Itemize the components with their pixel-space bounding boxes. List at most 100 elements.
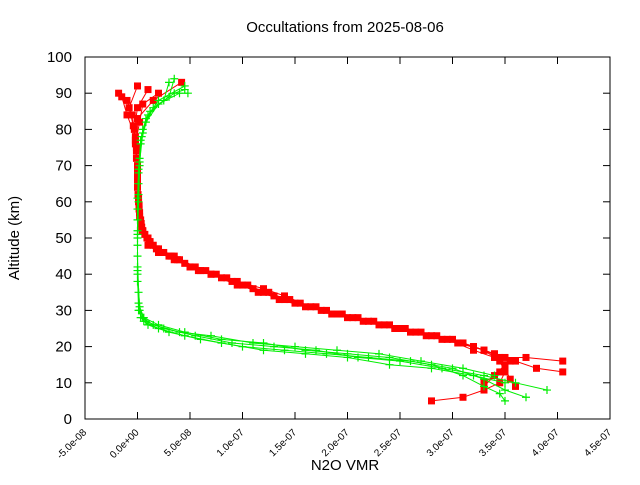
data-point-plus xyxy=(134,165,143,174)
data-point-square xyxy=(433,332,441,340)
data-point-square xyxy=(459,393,467,401)
data-point-square xyxy=(134,82,141,90)
data-point-square xyxy=(349,314,357,322)
data-point-square xyxy=(223,274,231,282)
data-point-plus xyxy=(207,331,215,340)
data-point-square xyxy=(449,335,456,343)
data-point-square xyxy=(123,111,131,119)
x-tick-label: 1.0e-07 xyxy=(215,427,247,459)
data-point-square xyxy=(186,263,194,271)
data-point-square xyxy=(286,296,294,304)
y-axis: 0 10 20 30 40 50 60 70 80 90 100 xyxy=(47,49,610,428)
plot-frame xyxy=(84,56,611,420)
data-point-plus xyxy=(217,335,226,344)
data-point-plus xyxy=(139,313,148,322)
data-point-square xyxy=(233,281,241,289)
data-point-square xyxy=(138,227,146,235)
data-point-square xyxy=(559,357,567,365)
x-tick-label: 3.0e-07 xyxy=(425,427,457,459)
data-point-square xyxy=(312,303,320,311)
x-axis-label: N2O VMR xyxy=(311,457,380,474)
data-point-square xyxy=(260,288,267,296)
data-point-square xyxy=(178,78,186,86)
data-point-square xyxy=(202,267,210,275)
x-tick-label: 2.5e-07 xyxy=(372,427,404,459)
y-tick-label: 0 xyxy=(64,411,72,428)
data-point-square xyxy=(125,104,133,112)
x-tick-label: 4.0e-07 xyxy=(530,427,562,459)
series-red-squares xyxy=(115,78,567,405)
data-point-square xyxy=(401,325,409,332)
data-point-plus xyxy=(480,382,488,391)
y-tick-label: 10 xyxy=(55,375,72,392)
data-point-square xyxy=(501,361,509,369)
data-point-square xyxy=(454,339,462,347)
data-point-plus xyxy=(312,346,320,355)
profile-line xyxy=(121,96,506,402)
data-point-square xyxy=(136,212,144,220)
data-point-plus xyxy=(543,386,551,395)
data-point-square xyxy=(501,364,509,372)
data-point-plus xyxy=(417,357,425,366)
data-point-square xyxy=(149,96,157,104)
data-point-square xyxy=(501,353,509,361)
data-point-plus xyxy=(396,357,404,366)
data-point-square xyxy=(281,292,288,300)
data-point-square xyxy=(391,325,399,332)
profile-line xyxy=(137,92,548,391)
data-point-plus xyxy=(134,299,143,308)
data-point-plus xyxy=(490,371,499,380)
data-point-square xyxy=(501,368,509,376)
data-point-plus xyxy=(501,396,509,405)
data-point-square xyxy=(302,303,309,311)
data-point-plus xyxy=(133,230,142,239)
data-point-square xyxy=(281,296,288,304)
data-point-plus xyxy=(136,136,145,145)
y-tick-label: 30 xyxy=(55,302,72,319)
profile-line xyxy=(137,89,527,398)
data-point-plus xyxy=(259,346,268,355)
data-point-square xyxy=(167,252,175,260)
data-point-square xyxy=(143,234,151,242)
x-tick-label: 5.0e-08 xyxy=(162,427,194,459)
data-point-plus xyxy=(427,360,436,369)
data-point-square xyxy=(480,346,488,354)
y-tick-label: 60 xyxy=(55,194,72,211)
y-tick-label: 20 xyxy=(55,339,72,356)
data-point-plus xyxy=(343,349,352,358)
data-point-square xyxy=(265,288,273,296)
data-point-plus xyxy=(270,342,278,351)
data-point-square xyxy=(134,104,141,112)
data-point-plus xyxy=(175,89,184,98)
x-tick-label: 4.5e-07 xyxy=(582,427,614,459)
data-point-plus xyxy=(146,107,155,116)
data-point-plus xyxy=(301,346,310,355)
series-green-plus xyxy=(133,74,551,405)
data-point-plus xyxy=(459,371,467,380)
data-point-square xyxy=(260,285,267,293)
data-point-square xyxy=(496,353,504,361)
y-tick-label: 50 xyxy=(55,230,72,247)
data-point-square xyxy=(559,368,567,376)
data-point-square xyxy=(470,346,477,354)
data-point-square xyxy=(512,357,519,365)
data-point-square xyxy=(144,241,152,249)
data-point-square xyxy=(218,274,225,282)
data-point-square xyxy=(338,310,346,318)
series-layer xyxy=(115,74,567,405)
chart-title: Occultations from 2025-08-06 xyxy=(246,19,444,36)
data-point-square xyxy=(506,375,514,383)
y-tick-label: 80 xyxy=(55,121,72,138)
data-point-plus xyxy=(522,393,530,402)
y-tick-label: 70 xyxy=(55,158,72,175)
data-point-square xyxy=(157,248,165,256)
data-point-square xyxy=(152,245,160,253)
data-point-plus xyxy=(364,353,373,362)
data-point-plus xyxy=(495,389,504,398)
data-point-plus xyxy=(134,190,143,199)
x-tick-label: 1.5e-07 xyxy=(267,427,299,459)
data-point-plus xyxy=(511,378,520,387)
data-point-square xyxy=(155,89,162,97)
